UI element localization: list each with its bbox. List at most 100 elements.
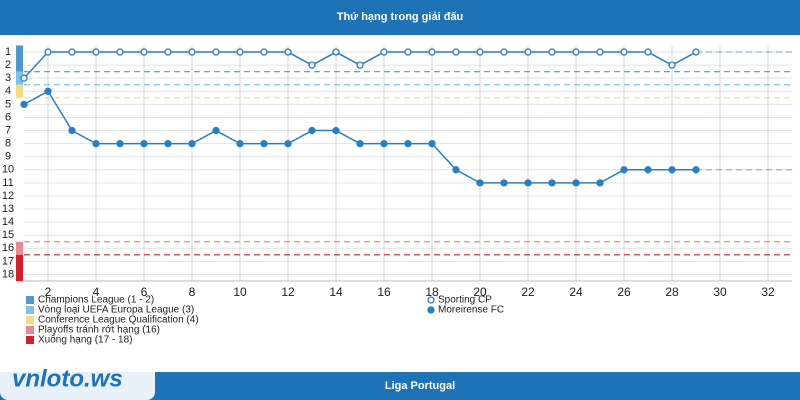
x-tick-label: 26 [617,285,631,299]
header-bar [0,0,800,35]
x-tick-label: 20 [473,285,487,299]
data-point [284,139,292,148]
data-point [116,48,124,56]
data-point [500,179,508,187]
data-point [452,166,460,174]
x-tick-label: 18 [425,285,439,299]
watermark: vnloto.ws [12,365,123,392]
chart-title: Thứ hạng trong giải đấu [337,11,464,23]
data-point [284,48,292,56]
data-point [596,179,604,187]
x-tick-label: 4 [93,285,100,299]
legend-label: Playoffs tránh rớt hạng (16) [38,325,160,336]
data-point [524,179,532,187]
y-tick-label: 13 [2,203,14,215]
data-point [92,139,100,148]
legend-label: Vòng loại UEFA Europa League (3) [38,305,194,316]
zone-bar [16,84,23,98]
series-line [23,90,696,184]
data-point [692,166,700,174]
data-point [116,139,124,148]
zone-bar [16,241,23,255]
data-point [644,166,652,174]
legend-label: Sporting CP [438,295,492,306]
data-point [620,48,628,56]
data-point [572,179,580,187]
data-point [212,48,220,56]
data-point [68,126,76,135]
data-point [692,48,700,56]
data-point [260,48,268,56]
x-tick-label: 28 [665,285,679,299]
legend-label: Xuống hạng (17 - 18) [38,334,133,346]
data-point [236,139,244,148]
zone-bar [16,45,23,72]
zone-bar [16,254,23,281]
data-point [188,139,196,148]
data-point [380,48,388,56]
y-tick-label: 15 [2,229,14,241]
data-point [404,139,412,148]
legend-label: Conference League Qualification (4) [38,315,199,326]
data-point [92,48,100,56]
data-point [500,48,508,56]
data-point [572,48,580,56]
y-tick-label: 2 [5,59,11,71]
x-tick-label: 22 [521,285,535,299]
data-point [140,48,148,56]
data-point [44,87,52,95]
data-point [476,179,484,187]
data-point [644,48,652,56]
data-point [212,126,220,135]
x-tick-label: 24 [569,285,583,299]
data-point [44,48,52,56]
x-tick-label: 8 [189,285,196,299]
x-tick-label: 16 [377,285,391,299]
y-tick-label: 17 [2,255,14,267]
x-tick-label: 6 [141,285,148,299]
y-tick-label: 16 [2,242,14,254]
legend-label: Moreirense FC [438,305,504,316]
data-point [260,139,268,148]
data-point [596,48,604,56]
data-point [668,166,676,174]
data-point [356,61,364,69]
y-tick-label: 8 [5,138,11,150]
data-point [332,126,340,135]
footer-title: Liga Portugal [385,380,455,392]
legend-swatch [26,296,34,304]
data-point [140,139,148,148]
data-point [404,48,412,56]
y-tick-label: 11 [2,177,13,189]
y-tick-label: 10 [2,164,14,176]
legend-marker [427,296,435,304]
legend-swatch [26,306,34,314]
x-tick-label: 10 [233,285,247,299]
y-tick-label: 1 [5,46,11,58]
y-tick-label: 3 [5,72,11,84]
legend-swatch [26,336,34,344]
x-tick-label: 30 [713,285,727,299]
x-tick-label: 32 [761,285,775,299]
data-point [68,48,76,56]
y-tick-label: 14 [2,216,14,228]
y-tick-label: 9 [5,151,11,163]
y-tick-label: 5 [5,98,11,110]
data-point [236,48,244,56]
data-point [308,126,316,135]
y-tick-label: 4 [5,85,11,97]
data-point [188,48,196,56]
data-point [524,48,532,56]
data-point [476,48,484,56]
data-point [548,48,556,56]
data-point [20,74,28,82]
data-point [356,139,364,148]
watermark-bg [0,357,155,400]
data-point [452,48,460,56]
legend-swatch [26,316,34,324]
x-tick-label: 14 [329,285,343,299]
data-point [548,179,556,187]
data-point [620,166,628,174]
data-point [428,139,436,148]
